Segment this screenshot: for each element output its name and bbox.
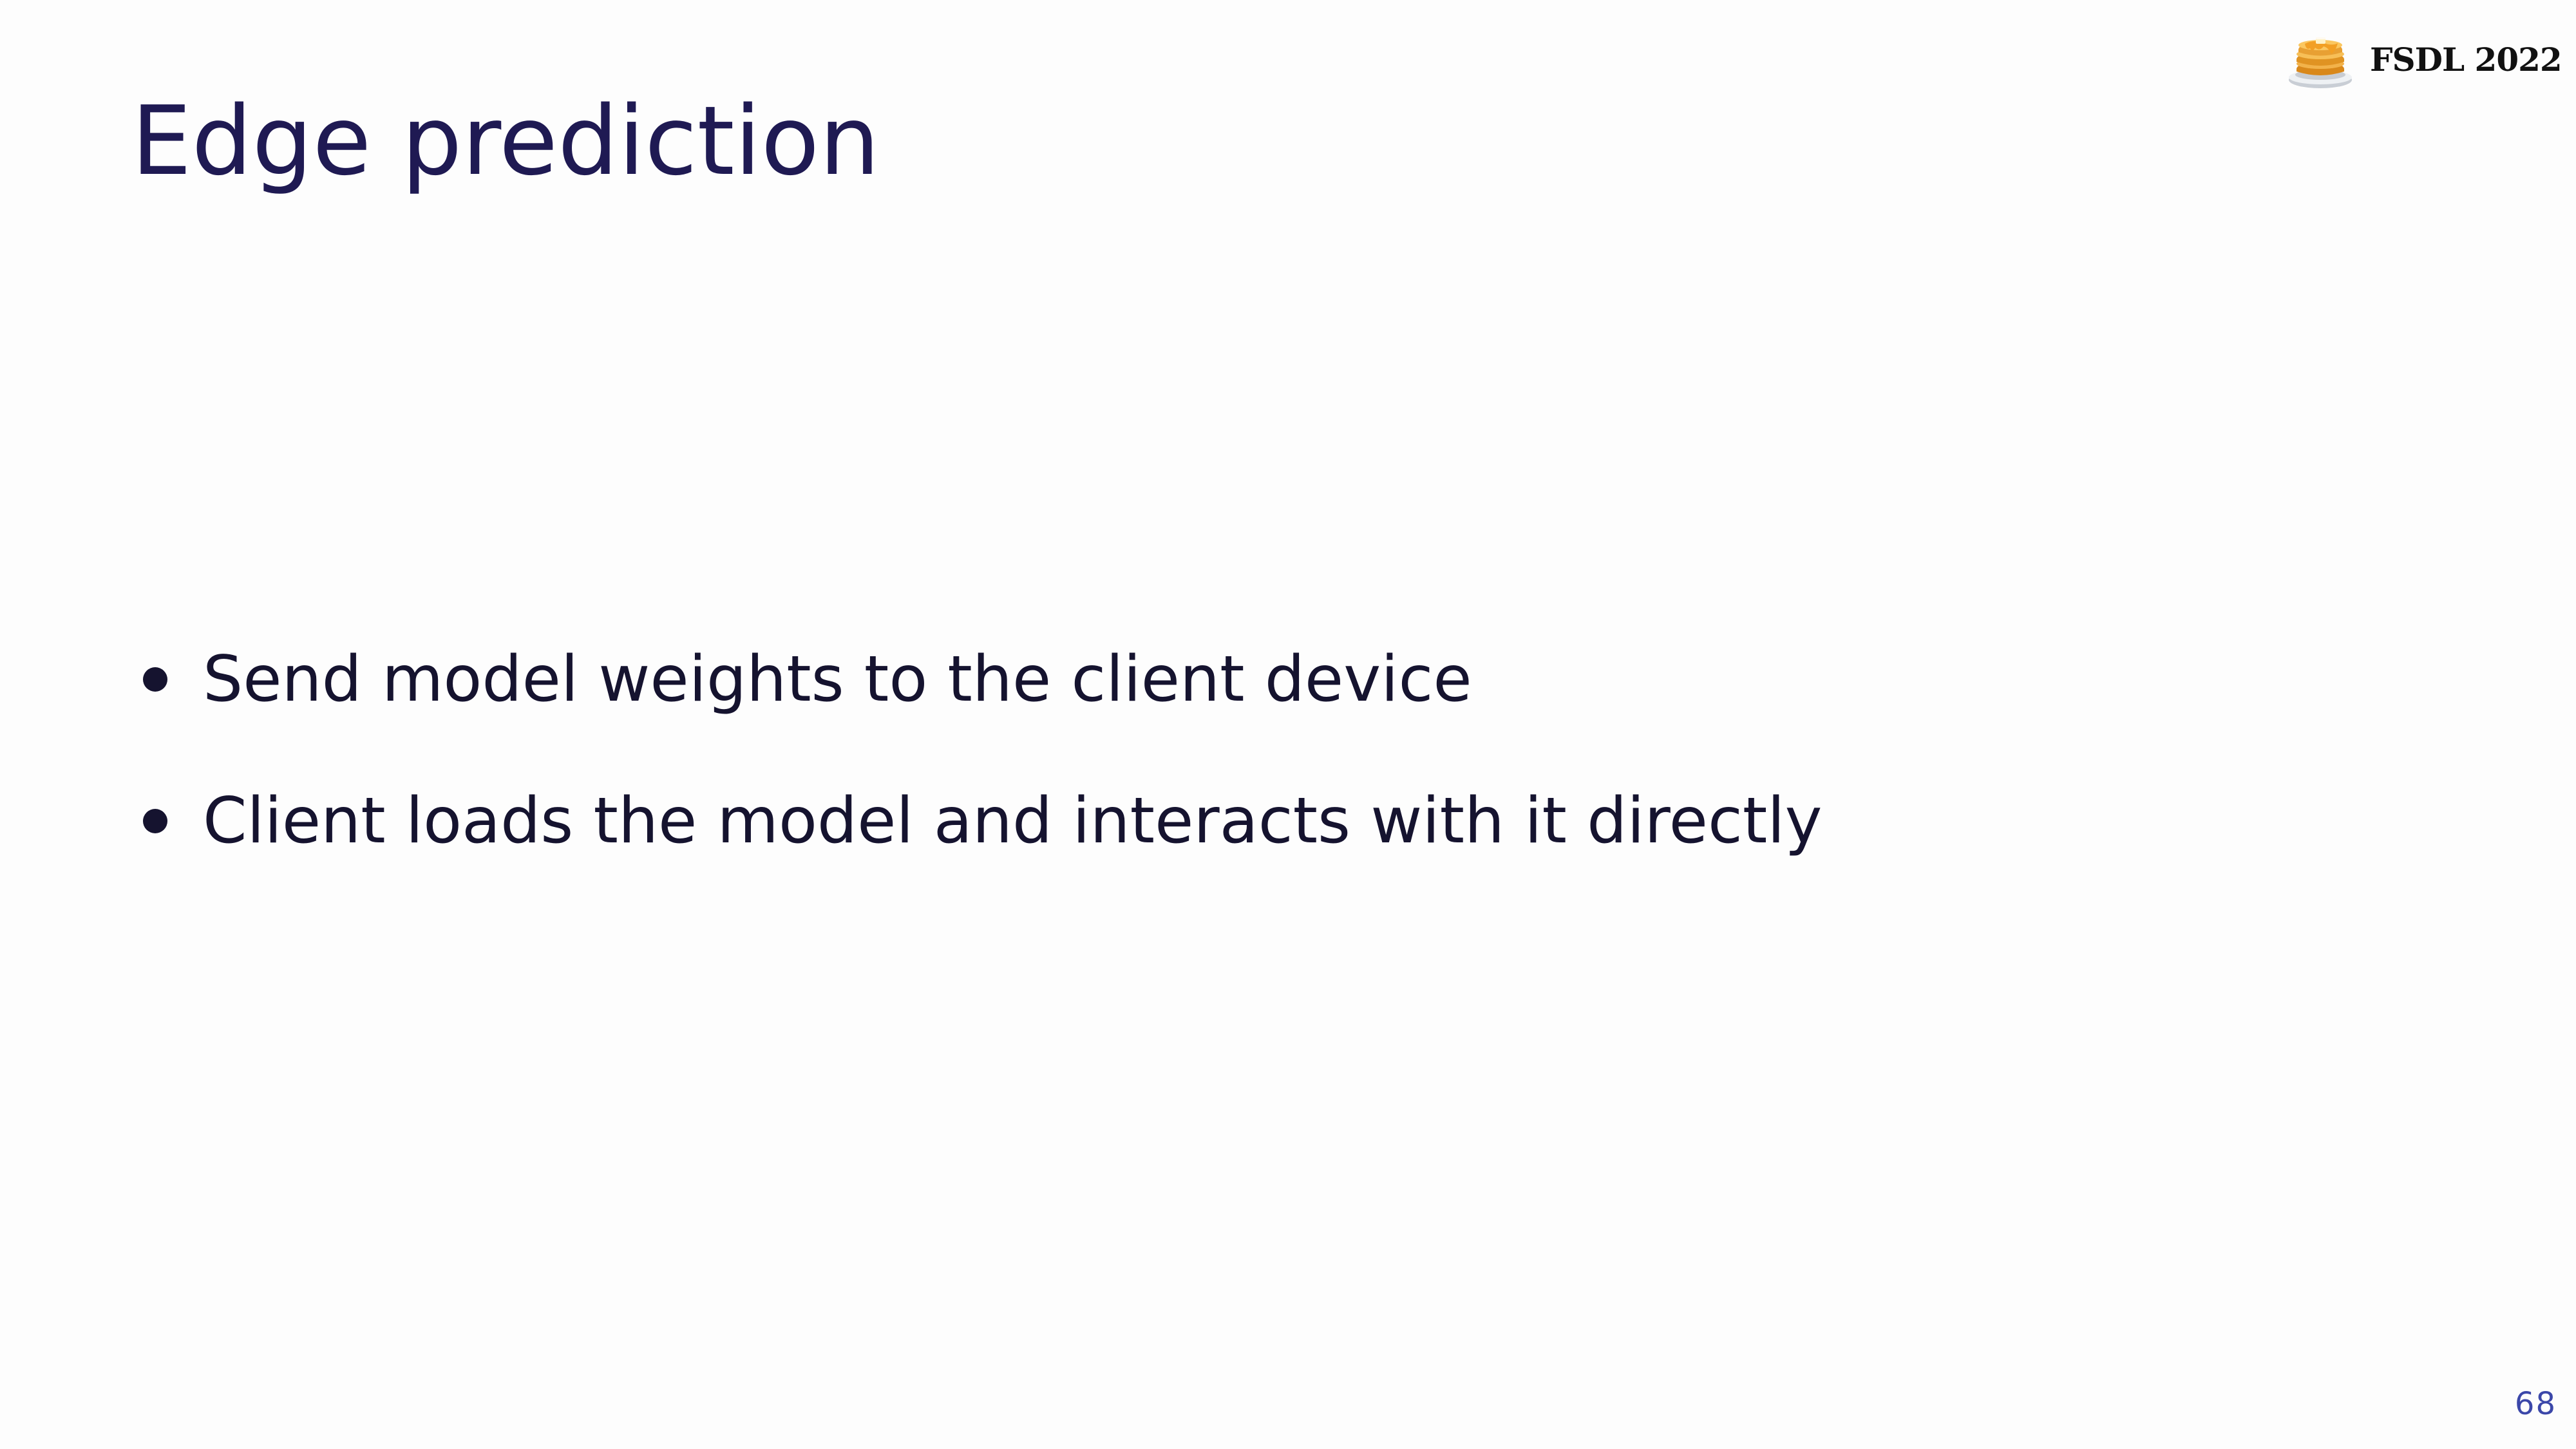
course-brand: FSDL 2022: [2285, 28, 2562, 90]
course-brand-text: FSDL 2022: [2370, 40, 2562, 79]
bullet-item: Send model weights to the client device: [135, 648, 1823, 711]
slide-title: Edge prediction: [131, 86, 880, 196]
bullet-text: Send model weights to the client device: [203, 643, 1472, 716]
pancake-stack-icon: [2289, 37, 2352, 88]
bullet-text: Client loads the model and interacts wit…: [203, 784, 1823, 858]
bullet-item: Client loads the model and interacts wit…: [135, 790, 1823, 853]
bullet-marker: [143, 667, 167, 692]
page-number: 68: [2514, 1386, 2557, 1422]
bullet-marker: [143, 809, 167, 833]
bullet-list: Send model weights to the client device …: [135, 648, 1823, 934]
